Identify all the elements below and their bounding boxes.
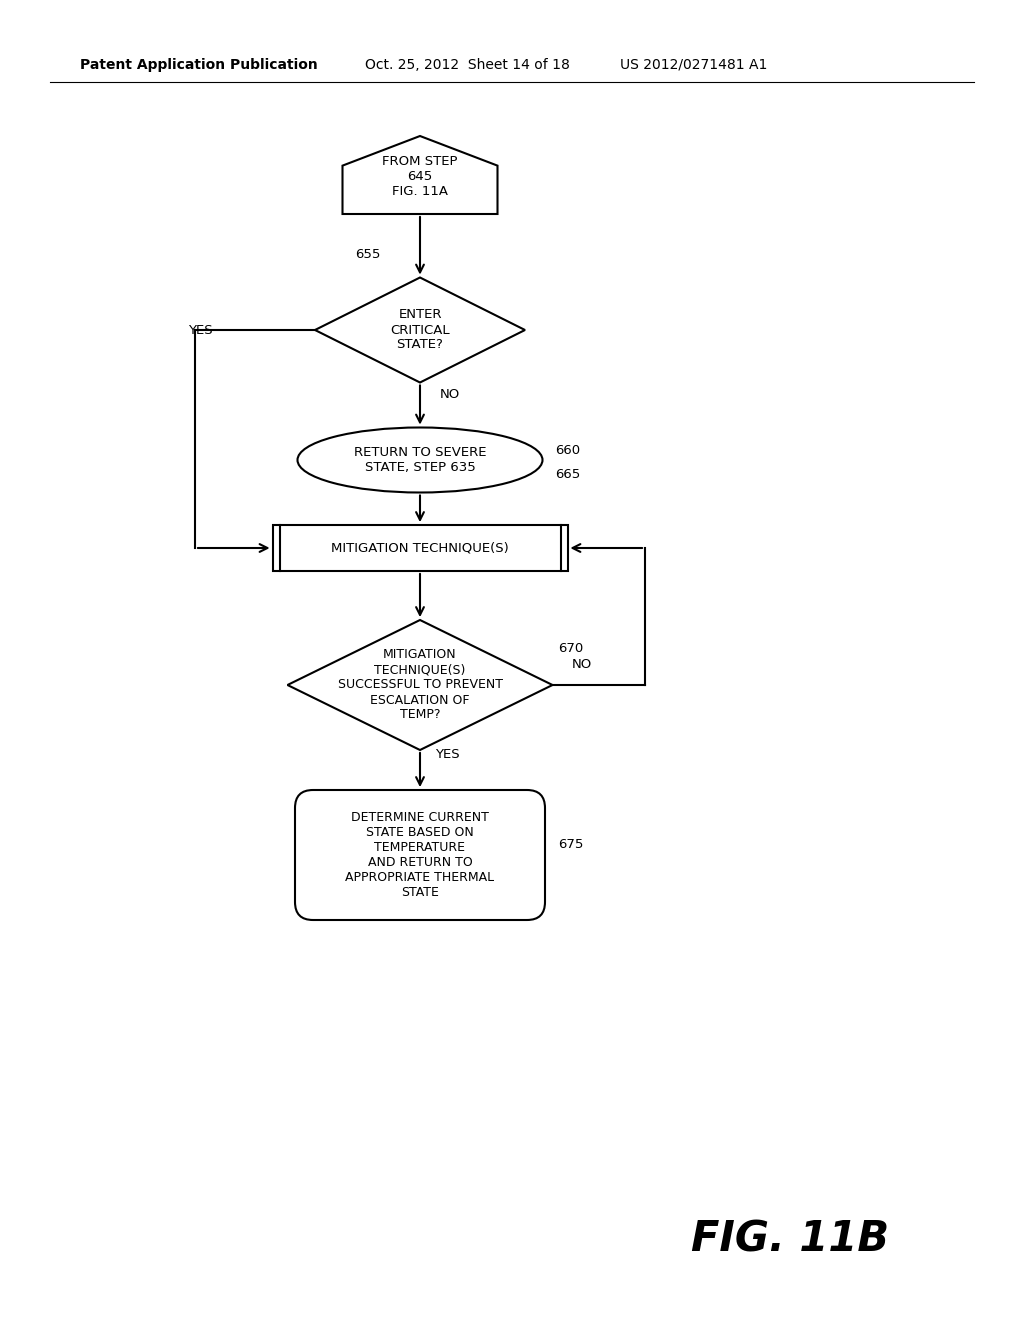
Text: 655: 655 — [355, 248, 380, 261]
Text: FROM STEP
645
FIG. 11A: FROM STEP 645 FIG. 11A — [382, 156, 458, 198]
Text: NO: NO — [572, 659, 592, 672]
Text: 670: 670 — [558, 642, 584, 655]
Bar — [272, 525, 567, 572]
Text: MITIGATION TECHNIQUE(S): MITIGATION TECHNIQUE(S) — [331, 541, 509, 554]
Text: YES: YES — [435, 748, 460, 762]
Text: DETERMINE CURRENT
STATE BASED ON
TEMPERATURE
AND RETURN TO
APPROPRIATE THERMAL
S: DETERMINE CURRENT STATE BASED ON TEMPERA… — [345, 810, 495, 899]
Text: Patent Application Publication: Patent Application Publication — [80, 58, 317, 73]
Text: FIG. 11B: FIG. 11B — [691, 1218, 889, 1261]
Text: YES: YES — [187, 323, 212, 337]
Text: 665: 665 — [555, 469, 581, 482]
Text: ENTER
CRITICAL
STATE?: ENTER CRITICAL STATE? — [390, 309, 450, 351]
Text: RETURN TO SEVERE
STATE, STEP 635: RETURN TO SEVERE STATE, STEP 635 — [353, 446, 486, 474]
Text: NO: NO — [440, 388, 460, 401]
Text: 660: 660 — [555, 444, 581, 457]
Text: Oct. 25, 2012  Sheet 14 of 18: Oct. 25, 2012 Sheet 14 of 18 — [365, 58, 570, 73]
Text: 675: 675 — [558, 838, 584, 851]
Text: US 2012/0271481 A1: US 2012/0271481 A1 — [620, 58, 767, 73]
Text: MITIGATION
TECHNIQUE(S)
SUCCESSFUL TO PREVENT
ESCALATION OF
TEMP?: MITIGATION TECHNIQUE(S) SUCCESSFUL TO PR… — [338, 648, 503, 722]
